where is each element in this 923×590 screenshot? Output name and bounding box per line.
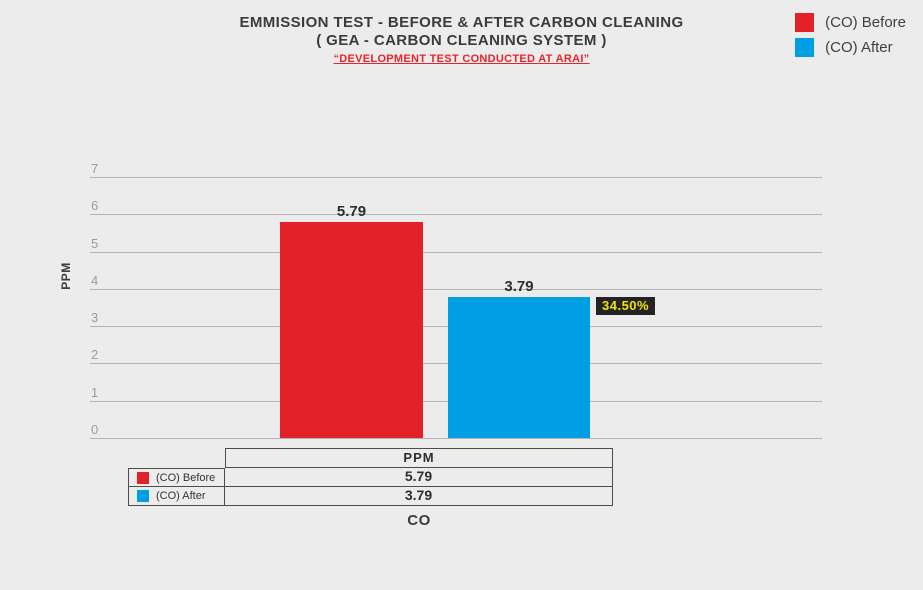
chart-title-line2: ( GEA - CARBON CLEANING SYSTEM ) [316,32,607,49]
y-tick-label: 0 [91,422,99,437]
y-tick-label: 5 [91,235,99,251]
table-header-ppm: PPM [225,448,613,468]
y-tick-label: 3 [91,310,99,326]
table-swatch-red-icon [137,471,149,484]
legend-swatch-blue-icon [795,38,815,57]
y-tick-label: 4 [91,272,99,288]
chart-title-line1: EMMISSION TEST - BEFORE & AFTER CARBON C… [239,14,684,31]
table-label-cell: (CO) After [128,487,225,506]
y-tick-label: 6 [91,198,99,214]
y-tick-label: 1 [91,384,99,400]
gridline [90,438,822,439]
reduction-percentage-badge: 34.50% [596,296,656,315]
gridline [90,214,822,216]
y-tick-label: 2 [91,347,99,363]
data-table: PPM (CO) Before 5.79 (CO) After 3.79 [128,448,613,506]
gridline [90,288,822,290]
bar-value-label-after: 3.79 [504,277,534,295]
bar-co-after: 3.79 34.50% [448,278,656,438]
table-label-cell: (CO) Before [128,468,225,487]
gridline [90,177,822,178]
table-row-before: (CO) Before 5.79 [128,468,613,487]
legend-label: (CO) After [825,39,893,56]
table-row-value: 3.79 [225,487,613,506]
table-row-value: 5.79 [225,468,613,487]
chart-subtitle: “DEVELOPMENT TEST CONDUCTED AT ARAI” [333,53,590,65]
bar-value-label-before: 5.79 [336,203,367,221]
plot-area: 7 6 5 4 3 2 1 0 5.79 3.79 34.50% [90,161,822,439]
chart-header: EMMISSION TEST - BEFORE & AFTER CARBON C… [0,14,923,65]
gridline [90,251,822,253]
y-tick-label: 7 [91,161,99,176]
legend-label: (CO) Before [825,14,906,31]
y-axis-title: PPM [59,262,73,290]
legend-item-after: (CO) After [795,38,906,57]
table-row-after: (CO) After 3.79 [128,487,613,506]
legend-item-before: (CO) Before [795,13,906,32]
table-row-label: (CO) Before [156,471,216,484]
x-axis-category-label: CO [407,512,431,529]
chart-legend: (CO) Before (CO) After [795,13,906,63]
bar-co-before: 5.79 [280,203,423,438]
table-swatch-blue-icon [137,490,149,502]
legend-swatch-red-icon [795,13,815,32]
table-row-label: (CO) After [156,490,206,502]
